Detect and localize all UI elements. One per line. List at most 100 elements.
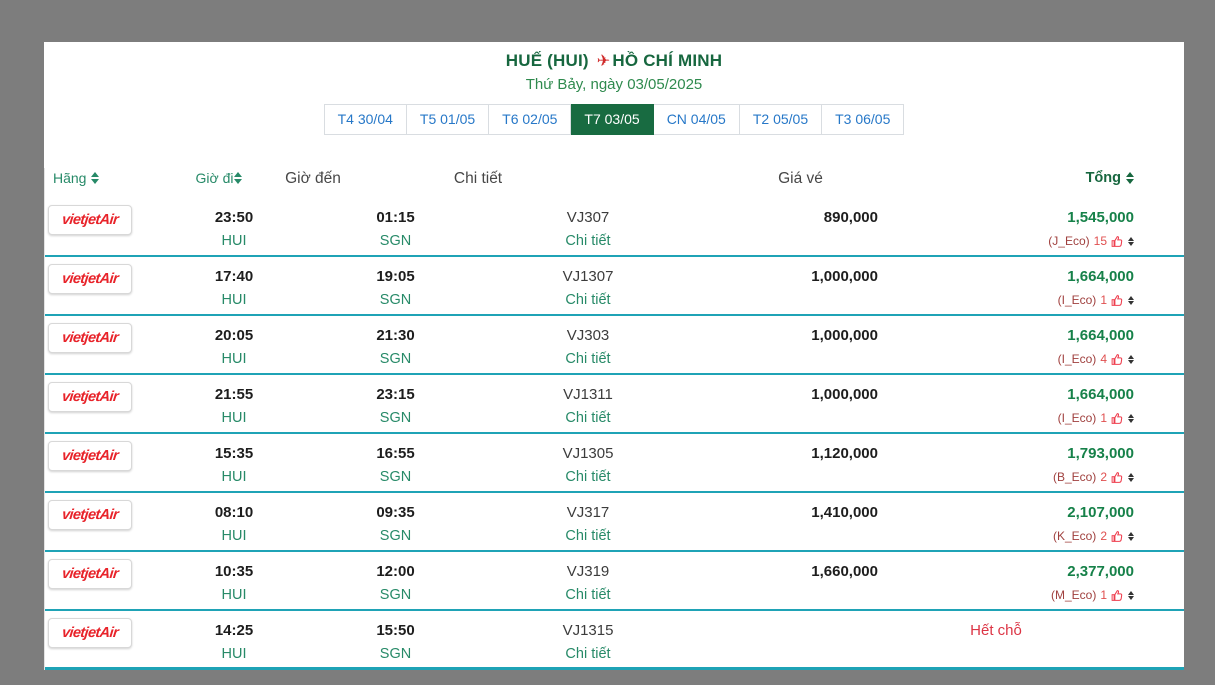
soldout-badge: Hết chỗ bbox=[970, 621, 1022, 639]
arrive-time: 01:15 bbox=[376, 208, 415, 226]
airline-logo[interactable]: vietjetAir bbox=[48, 559, 132, 589]
thumbs-up-icon[interactable] bbox=[1110, 530, 1123, 543]
fare-sort-control[interactable] bbox=[1128, 590, 1134, 600]
vote-count: 1 bbox=[1100, 411, 1107, 425]
thumbs-up-icon[interactable] bbox=[1110, 294, 1123, 307]
airline-logo[interactable]: vietjetAir bbox=[48, 205, 132, 235]
tab-date-4[interactable]: CN 04/05 bbox=[653, 104, 740, 135]
fare-class-label: (I_Eco) bbox=[1057, 411, 1097, 425]
flights-table: Hãng Giờ đi Giờ đến Chi tiết Giá vé Tổng… bbox=[44, 168, 1184, 670]
detail-link[interactable]: Chi tiết bbox=[565, 646, 611, 662]
results-card: HUẾ (HUI) ✈ HỒ CHÍ MINH Thứ Bảy, ngày 03/0… bbox=[44, 42, 1184, 670]
detail-link[interactable]: Chi tiết bbox=[565, 351, 611, 367]
arrive-code: SGN bbox=[379, 528, 412, 544]
fare-price: 1,410,000 bbox=[811, 503, 878, 521]
thumbs-up-icon[interactable] bbox=[1110, 471, 1123, 484]
total-price: 2,107,000 bbox=[1067, 503, 1134, 521]
flight-number: VJ1307 bbox=[562, 267, 614, 285]
thumbs-up-icon[interactable] bbox=[1110, 235, 1123, 248]
fare-sort-control[interactable] bbox=[1128, 531, 1134, 541]
fare-class-label: (I_Eco) bbox=[1057, 293, 1097, 307]
thumbs-up-icon[interactable] bbox=[1110, 589, 1123, 602]
fare-sort-control[interactable] bbox=[1128, 413, 1134, 423]
vietjetair-logo-text: vietjetAir bbox=[61, 271, 119, 287]
vietjetair-logo-text: vietjetAir bbox=[61, 507, 119, 523]
tab-date-2[interactable]: T6 02/05 bbox=[489, 104, 572, 135]
fare-price: 1,120,000 bbox=[811, 444, 878, 462]
total-price: 1,664,000 bbox=[1067, 385, 1134, 403]
airline-logo[interactable]: vietjetAir bbox=[48, 264, 132, 294]
depart-code: HUI bbox=[221, 292, 247, 308]
depart-code: HUI bbox=[221, 587, 247, 603]
arrive-code: SGN bbox=[379, 410, 412, 426]
flight-number: VJ303 bbox=[566, 326, 610, 344]
header-total-label: Tổng bbox=[1085, 170, 1121, 186]
vietjetair-logo-text: vietjetAir bbox=[61, 625, 119, 641]
header-total-sort[interactable]: Tổng bbox=[1008, 170, 1184, 186]
tab-date-1[interactable]: T5 01/05 bbox=[406, 104, 490, 135]
arrive-time: 15:50 bbox=[376, 621, 415, 639]
vietjetair-logo-text: vietjetAir bbox=[61, 566, 119, 582]
fare-class-label: (M_Eco) bbox=[1050, 588, 1097, 602]
header-airline-sort[interactable]: Hãng bbox=[45, 170, 175, 186]
depart-time: 10:35 bbox=[214, 562, 254, 580]
tab-date-3-active[interactable]: T7 03/05 bbox=[571, 104, 654, 135]
fare-class-label: (I_Eco) bbox=[1057, 352, 1097, 366]
depart-code: HUI bbox=[221, 410, 247, 426]
thumbs-up-icon[interactable] bbox=[1110, 412, 1123, 425]
detail-link[interactable]: Chi tiết bbox=[565, 469, 611, 485]
airline-logo[interactable]: vietjetAir bbox=[48, 441, 132, 471]
flight-row: vietjetAir 10:35 HUI 12:00 SGN VJ319 Chi ti… bbox=[45, 552, 1184, 611]
detail-link[interactable]: Chi tiết bbox=[565, 292, 611, 308]
fare-sort-control[interactable] bbox=[1128, 354, 1134, 364]
depart-time: 21:55 bbox=[214, 385, 254, 403]
plane-icon: ✈ bbox=[596, 53, 611, 70]
flight-row: vietjetAir 08:10 HUI 09:35 SGN VJ317 Chi ti… bbox=[45, 493, 1184, 552]
total-price: 1,664,000 bbox=[1067, 267, 1134, 285]
vietjetair-logo-text: vietjetAir bbox=[61, 212, 119, 228]
fare-class-label: (K_Eco) bbox=[1052, 529, 1097, 543]
flight-row-soldout: vietjetAir 14:25 HUI 15:50 SGN VJ1315 Chi t… bbox=[45, 611, 1184, 670]
header-depart-label: Giờ đi bbox=[195, 170, 234, 186]
vote-count: 4 bbox=[1100, 352, 1107, 366]
flight-number: VJ1315 bbox=[562, 621, 614, 639]
depart-time: 14:25 bbox=[214, 621, 254, 639]
flight-number: VJ1305 bbox=[562, 444, 614, 462]
fare-sort-control[interactable] bbox=[1128, 472, 1134, 482]
depart-time: 17:40 bbox=[214, 267, 254, 285]
vote-count: 2 bbox=[1100, 529, 1107, 543]
thumbs-up-icon[interactable] bbox=[1110, 353, 1123, 366]
arrive-code: SGN bbox=[379, 469, 412, 485]
flight-row: vietjetAir 23:50 HUI 01:15 SGN VJ307 Chi ti… bbox=[45, 198, 1184, 257]
fare-sort-control[interactable] bbox=[1128, 295, 1134, 305]
table-header-row: Hãng Giờ đi Giờ đến Chi tiết Giá vé Tổng bbox=[45, 168, 1184, 198]
detail-link[interactable]: Chi tiết bbox=[565, 587, 611, 603]
header-detail: Chi tiết bbox=[453, 170, 503, 187]
airline-logo[interactable]: vietjetAir bbox=[48, 500, 132, 530]
sort-icon bbox=[234, 172, 243, 184]
detail-link[interactable]: Chi tiết bbox=[565, 233, 611, 249]
header-depart-sort[interactable]: Giờ đi bbox=[175, 170, 263, 186]
arrive-code: SGN bbox=[379, 587, 412, 603]
airline-logo[interactable]: vietjetAir bbox=[48, 382, 132, 412]
depart-time: 08:10 bbox=[214, 503, 254, 521]
depart-code: HUI bbox=[221, 233, 247, 249]
flight-row: vietjetAir 20:05 HUI 21:30 SGN VJ303 Chi ti… bbox=[45, 316, 1184, 375]
airline-logo[interactable]: vietjetAir bbox=[48, 323, 132, 353]
airline-logo[interactable]: vietjetAir bbox=[48, 618, 132, 648]
tab-date-6[interactable]: T3 06/05 bbox=[822, 104, 905, 135]
flight-row: vietjetAir 15:35 HUI 16:55 SGN VJ1305 Chi t… bbox=[45, 434, 1184, 493]
fare-sort-control[interactable] bbox=[1128, 236, 1134, 246]
arrive-code: SGN bbox=[379, 292, 412, 308]
detail-link[interactable]: Chi tiết bbox=[565, 410, 611, 426]
tab-date-0[interactable]: T4 30/04 bbox=[323, 104, 407, 135]
depart-code: HUI bbox=[221, 528, 247, 544]
detail-link[interactable]: Chi tiết bbox=[565, 528, 611, 544]
arrive-time: 12:00 bbox=[376, 562, 415, 580]
arrive-code: SGN bbox=[379, 646, 412, 662]
vote-count: 2 bbox=[1100, 470, 1107, 484]
fare-class-label: (B_Eco) bbox=[1052, 470, 1097, 484]
tab-date-5[interactable]: T2 05/05 bbox=[739, 104, 823, 135]
flight-number: VJ317 bbox=[566, 503, 610, 521]
route-title: HUẾ (HUI) ✈ HỒ CHÍ MINH bbox=[44, 42, 1184, 71]
